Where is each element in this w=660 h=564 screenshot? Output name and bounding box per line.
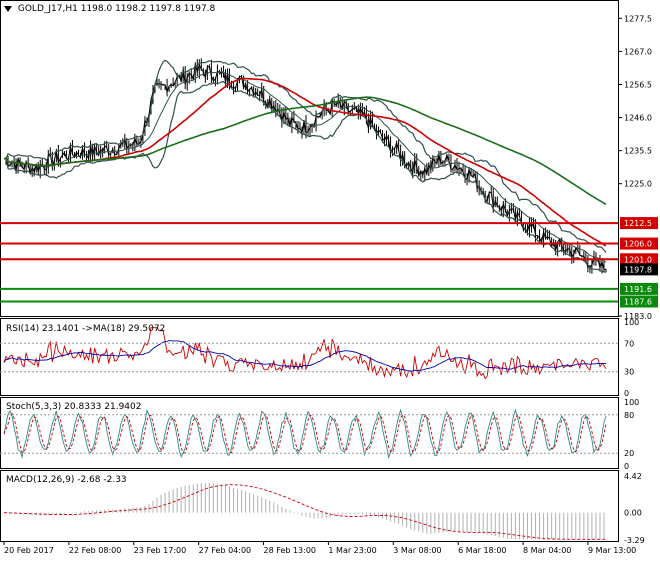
macd-title: MACD(12,26,9) -2.68 -2.33 xyxy=(6,475,127,485)
rsi-line xyxy=(3,327,607,380)
bollinger-middle-line xyxy=(3,71,607,263)
stoch-tick-label: 20 xyxy=(624,449,634,458)
time-axis-label: 1 Mar 23:00 xyxy=(328,546,376,555)
rsi-plot xyxy=(0,327,618,380)
macd-tick-label: 0.00 xyxy=(624,509,642,518)
macd-tick-label: -3.29 xyxy=(624,536,645,545)
time-axis-label: 9 Mar 13:00 xyxy=(588,546,636,555)
resistance-level-3-tag xyxy=(620,253,658,266)
time-axis-label: 3 Mar 08:00 xyxy=(393,546,441,555)
price-axis-tick-label: 1277.5 xyxy=(624,14,652,23)
resistance-level-2-tag xyxy=(620,237,658,250)
price-axis-tick-label: 1183.0 xyxy=(624,312,652,321)
price-axis-tick-label: 1256.5 xyxy=(624,80,652,89)
ma-slow-line xyxy=(3,96,607,206)
macd-tick-label: 4.42 xyxy=(624,472,642,481)
rsi-panel-frame xyxy=(0,318,619,396)
support-level-2-label: 1187.6 xyxy=(624,298,652,307)
support-level-2-tag xyxy=(620,295,658,308)
resistance-level-2-label: 1206.0 xyxy=(624,240,652,249)
current-price-tag xyxy=(620,263,658,276)
time-axis-label: 8 Mar 04:00 xyxy=(523,546,571,555)
resistance-level-1-label: 1212.5 xyxy=(624,219,652,228)
rsi-ma-line xyxy=(3,340,607,372)
stoch-plot xyxy=(0,408,618,460)
support-level-1-tag xyxy=(620,282,658,295)
price-axis-tick-label: 1267.0 xyxy=(624,47,652,56)
stoch-signal-line xyxy=(3,412,607,454)
price-axis-tick-label: 1235.5 xyxy=(624,147,652,156)
main-panel-frame xyxy=(0,0,619,317)
support-level-1-label: 1191.6 xyxy=(624,285,652,294)
ohlc-values: 1198.0 1198.2 1197.8 1197.8 xyxy=(80,4,216,14)
time-axis-label: 6 Mar 18:00 xyxy=(458,546,506,555)
stoch-main-line xyxy=(3,408,607,460)
bollinger-lower-line xyxy=(3,80,607,273)
time-axis-label: 27 Feb 04:00 xyxy=(199,546,251,555)
price-series-line xyxy=(3,63,606,270)
time-axis-label: 23 Feb 17:00 xyxy=(134,546,186,555)
price-axis-tick-label: 1246.0 xyxy=(624,114,652,123)
stoch-title: Stoch(5,3,3) 20.8333 21.9402 xyxy=(6,402,142,412)
time-axis-label: 20 Feb 2017 xyxy=(4,546,54,555)
time-axis-label: 22 Feb 08:00 xyxy=(69,546,121,555)
stoch-tick-label: 0 xyxy=(624,462,629,471)
chart-header: GOLD_J17,H1 1198.0 1198.2 1197.8 1197.8 xyxy=(4,4,215,14)
macd-plot xyxy=(4,482,606,540)
time-axis-label: 28 Feb 13:00 xyxy=(264,546,316,555)
resistance-level-3-label: 1201.0 xyxy=(624,255,652,264)
stoch-tick-label: 100 xyxy=(624,398,639,407)
rsi-tick-label: 0 xyxy=(624,389,629,398)
stoch-tick-label: 80 xyxy=(624,411,634,420)
axis-labels: 1277.5 1267.0 1256.5 1246.0 1235.5 1225.0 1183… xyxy=(3,14,652,555)
rsi-tick-label: 70 xyxy=(624,339,634,348)
current-price-label: 1197.8 xyxy=(624,265,652,274)
rsi-tick-label: 100 xyxy=(624,318,639,327)
price-plot: 1212.5 1206.0 1201.0 1191.6 1187.6 1197.8 xyxy=(0,58,658,308)
resistance-level-1-tag xyxy=(620,217,658,230)
bollinger-upper-line xyxy=(3,59,607,253)
rsi-title: RSI(14) 23.1401 ->MA(18) 29.5072 xyxy=(6,324,166,334)
rsi-tick-label: 30 xyxy=(624,368,634,377)
dropdown-triangle-icon[interactable] xyxy=(4,5,12,12)
macd-signal-line xyxy=(4,484,606,540)
price-axis-tick-label: 1225.0 xyxy=(624,180,652,189)
symbol-label: GOLD_J17,H1 xyxy=(17,4,78,14)
